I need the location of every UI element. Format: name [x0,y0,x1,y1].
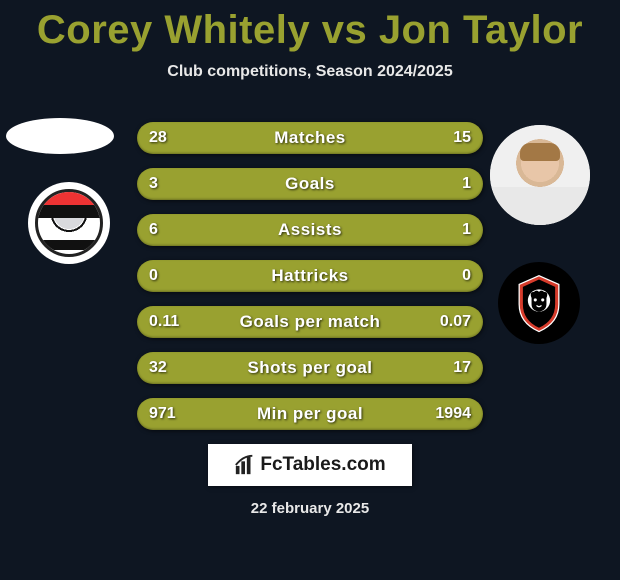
club-badge-left-crest [35,189,103,257]
stat-right-value: 1 [462,175,471,193]
stat-row: 32 Shots per goal 17 [137,352,483,384]
stats-bars: 28 Matches 15 3 Goals 1 6 Assists 1 0 Ha… [137,122,483,444]
stat-right-value: 15 [453,129,471,147]
date-text: 22 february 2025 [0,500,620,517]
page-title: Corey Whitely vs Jon Taylor [0,0,620,53]
stat-right-value: 0 [462,267,471,285]
stat-right-value: 0.07 [440,313,471,331]
stat-right-value: 1994 [435,405,471,423]
brand-logo: FcTables.com [208,444,412,486]
stat-label: Goals per match [137,312,483,332]
club-badge-right [498,262,580,344]
stat-row: 971 Min per goal 1994 [137,398,483,430]
stat-row: 0 Hattricks 0 [137,260,483,292]
brand-text: FcTables.com [260,454,385,476]
stat-row: 3 Goals 1 [137,168,483,200]
stat-right-value: 1 [462,221,471,239]
stat-label: Matches [137,128,483,148]
stat-label: Min per goal [137,404,483,424]
player-face-icon [490,125,590,225]
stat-row: 28 Matches 15 [137,122,483,154]
lion-shield-icon [508,272,570,334]
stat-label: Shots per goal [137,358,483,378]
stat-row: 6 Assists 1 [137,214,483,246]
player-right-avatar [490,125,590,225]
stat-row: 0.11 Goals per match 0.07 [137,306,483,338]
club-badge-left [28,182,110,264]
stat-label: Goals [137,174,483,194]
page-subtitle: Club competitions, Season 2024/2025 [0,63,620,81]
player-left-avatar-placeholder [6,118,114,154]
stat-label: Assists [137,220,483,240]
stat-right-value: 17 [453,359,471,377]
stat-label: Hattricks [137,266,483,286]
fctables-bars-icon [234,454,256,476]
